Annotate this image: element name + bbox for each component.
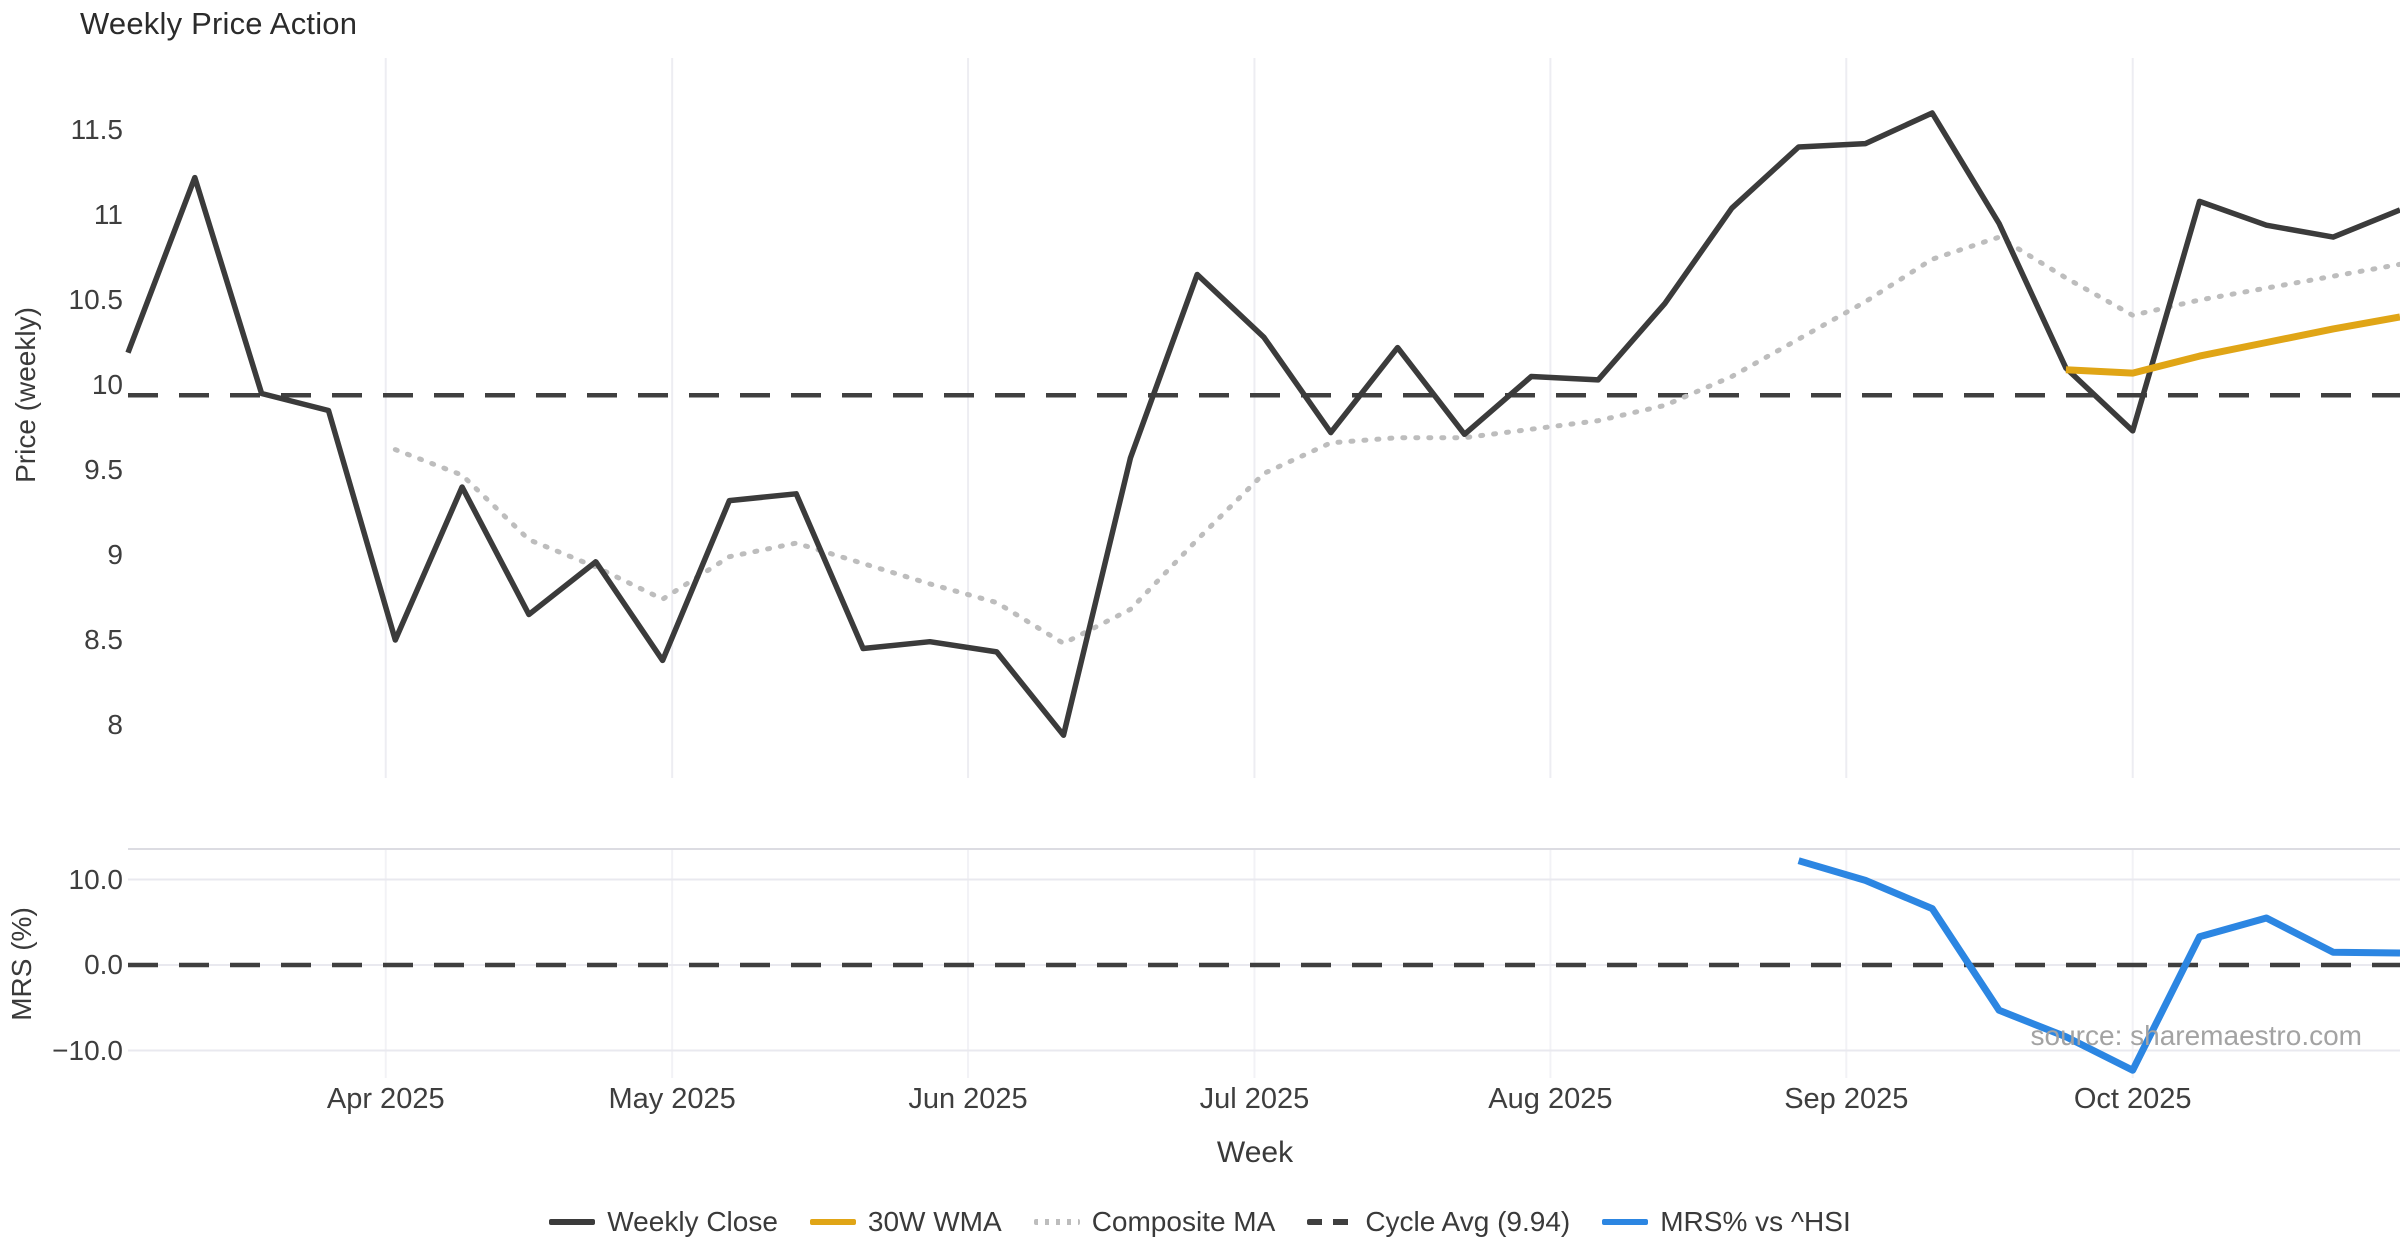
- weekly-close-line: [125, 110, 2400, 738]
- x-tick-label: Apr 2025: [326, 1083, 445, 1115]
- source-watermark: source: sharemaestro.com: [2030, 1020, 2362, 1051]
- price-tick-label: 11.5: [70, 114, 123, 145]
- legend-swatch: [1602, 1219, 1649, 1225]
- legend-label: MRS% vs ^HSI: [1660, 1206, 1851, 1237]
- x-tick-label: Jul 2025: [1199, 1083, 1310, 1115]
- mrs-tick-label: −10.0: [52, 1034, 123, 1066]
- legend-swatch: [809, 1219, 856, 1225]
- x-tick-label: Jun 2025: [908, 1083, 1028, 1115]
- 30w-wma-line: [2065, 313, 2400, 377]
- x-axis-title: Week: [1216, 1136, 1294, 1169]
- legend-swatch: [549, 1219, 596, 1225]
- legend-label: Weekly Close: [607, 1206, 778, 1237]
- legend-item-weekly-close[interactable]: Weekly Close: [549, 1206, 778, 1238]
- legend-label: 30W WMA: [867, 1206, 1002, 1237]
- x-tick-label: Aug 2025: [1488, 1083, 1613, 1115]
- legend-item-mrs-vs-hsi[interactable]: MRS% vs ^HSI: [1602, 1206, 1851, 1238]
- x-tick-label: Sep 2025: [1784, 1083, 1909, 1115]
- legend-item-30w-wma[interactable]: 30W WMA: [809, 1206, 1002, 1238]
- composite-ma-line: [392, 234, 2400, 646]
- price-tick-label: 8: [107, 709, 123, 740]
- legend-label: Composite MA: [1091, 1206, 1276, 1237]
- price-tick-label: 11: [93, 199, 123, 230]
- mrs-tick-label: 10.0: [68, 863, 124, 895]
- x-tick-label: Oct 2025: [2073, 1083, 2192, 1115]
- price-tick-label: 9: [107, 539, 123, 570]
- chart-title: Weekly Price Action: [80, 6, 358, 41]
- price-tick-label: 9.5: [84, 454, 123, 485]
- legend-swatch: [1033, 1219, 1080, 1225]
- price-tick-label: 10.5: [68, 284, 124, 315]
- legend-label: Cycle Avg (9.94): [1365, 1206, 1571, 1237]
- legend-swatch: [1307, 1219, 1354, 1225]
- price-tick-label: 8.5: [84, 624, 123, 655]
- x-tick-label: May 2025: [608, 1083, 736, 1115]
- price-tick-label: 10: [91, 369, 123, 400]
- legend-item-composite-ma[interactable]: Composite MA: [1033, 1206, 1276, 1238]
- mrs-line: [1797, 857, 2400, 1074]
- legend-item-cycle-avg-9-94[interactable]: Cycle Avg (9.94): [1307, 1206, 1570, 1238]
- mrs-tick-label: 0.0: [84, 949, 123, 980]
- chart-legend: Weekly Close 30W WMA Composite MA Cycle Avg…: [0, 1206, 2400, 1238]
